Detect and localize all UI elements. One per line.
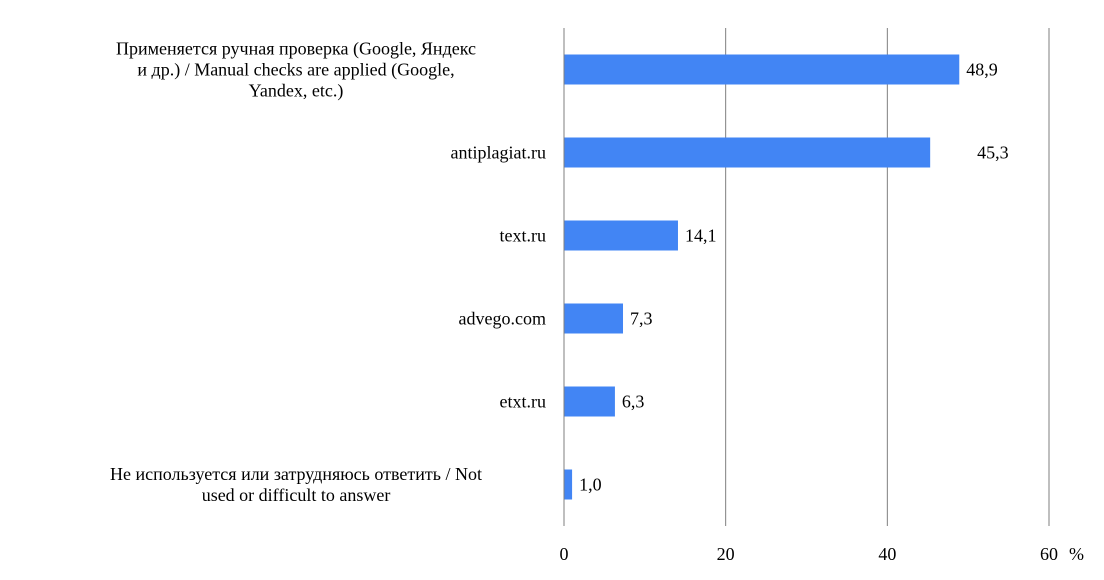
category-label: etxt.ru [500,392,547,412]
category-label: text.ru [500,226,547,246]
bars [564,54,960,500]
data-label: 6,3 [622,392,645,412]
data-label: 1,0 [579,475,602,495]
bar [564,220,678,251]
category-label: antiplagiat.ru [451,143,546,163]
bar [564,137,931,168]
category-label: Применяется ручная проверка (Google, Янд… [116,39,476,102]
data-label: 14,1 [685,226,717,246]
x-tick-label: 40 [878,544,896,564]
labels: 48,9 Применяется ручная проверка (Google,… [110,39,1009,506]
category-label: Не используется или затрудняюсь ответить… [110,464,482,505]
bar [564,469,573,500]
x-tick-label: 20 [717,544,735,564]
bar [564,303,624,334]
x-tick-label: 0 [560,544,569,564]
x-tick-label: 60 [1040,544,1058,564]
axes: 0 20 40 60% [560,28,1084,564]
data-label: 7,3 [630,309,653,329]
bar [564,54,960,85]
data-label: 45,3 [977,143,1009,163]
x-unit-label: % [1069,544,1084,564]
category-label: advego.com [459,309,546,329]
bar [564,386,615,417]
data-label: 48,9 [966,60,998,80]
grid-lines [725,28,1050,526]
